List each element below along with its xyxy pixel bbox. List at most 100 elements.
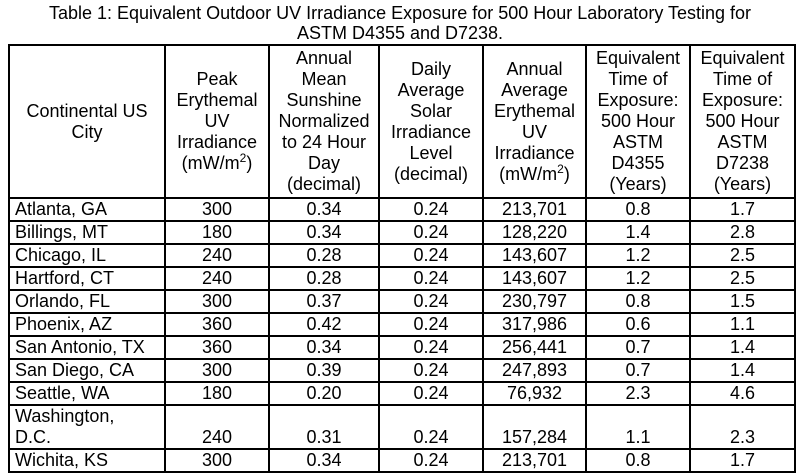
value-cell: 0.24 xyxy=(378,312,484,337)
value-cell: 1.5 xyxy=(689,289,796,314)
table-row: Hartford, CT 240 0.28 0.24 143,607 1.2 2.5 xyxy=(8,266,796,291)
city-cell: Wichita, KS xyxy=(8,448,166,473)
col-header-peak-uv-unit: (mW/m2) xyxy=(167,151,267,174)
value-cell: 0.34 xyxy=(268,197,380,222)
city-cell: Hartford, CT xyxy=(8,266,166,291)
value-cell: 0.24 xyxy=(378,335,484,360)
value-cell: 4.6 xyxy=(689,381,796,406)
value-cell: 0.6 xyxy=(585,312,691,337)
value-cell: 180 xyxy=(164,220,270,245)
value-cell: 247,893 xyxy=(482,358,587,383)
table-row: Phoenix, AZ 360 0.42 0.24 317,986 0.6 1.1 xyxy=(8,312,796,337)
value-cell: 180 xyxy=(164,381,270,406)
value-cell: 0.24 xyxy=(378,289,484,314)
table-row: Atlanta, GA 300 0.34 0.24 213,701 0.8 1.7 xyxy=(8,197,796,222)
value-cell: 240 xyxy=(164,243,270,268)
value-cell: 2.8 xyxy=(689,220,796,245)
table-row: Washington, D.C. 240 0.31 0.24 157,284 1.1 2.3 xyxy=(8,404,796,450)
col-header-annual-mean-sunshine: Annual Mean Sunshine Normalized to 24 Ho… xyxy=(268,44,380,199)
city-cell: Phoenix, AZ xyxy=(8,312,166,337)
caption-line-1: Table 1: Equivalent Outdoor UV Irradianc… xyxy=(48,3,752,23)
col-header-peak-erythemal-uv: Peak Erythemal UV Irradiance (mW/m2) xyxy=(164,44,270,199)
value-cell: 0.24 xyxy=(378,220,484,245)
table-body: Atlanta, GA 300 0.34 0.24 213,701 0.8 1.7 Billi… xyxy=(8,197,796,473)
city-cell: Atlanta, GA xyxy=(8,197,166,222)
value-cell: 230,797 xyxy=(482,289,587,314)
value-cell: 2.3 xyxy=(585,381,691,406)
value-cell: 300 xyxy=(164,289,270,314)
value-cell: 0.24 xyxy=(378,197,484,222)
value-cell: 300 xyxy=(164,197,270,222)
value-cell: 0.39 xyxy=(268,358,380,383)
city-cell: Washington, D.C. xyxy=(8,404,166,450)
unit-text: ) xyxy=(563,163,570,184)
value-cell: 157,284 xyxy=(482,404,587,450)
table-row: San Antonio, TX 360 0.34 0.24 256,441 0.7 1.4 xyxy=(8,335,796,360)
value-cell: 0.24 xyxy=(378,266,484,291)
table-row: Chicago, IL 240 0.28 0.24 143,607 1.2 2.5 xyxy=(8,243,796,268)
value-cell: 0.8 xyxy=(585,448,691,473)
value-cell: 317,986 xyxy=(482,312,587,337)
value-cell: 0.24 xyxy=(378,358,484,383)
value-cell: 128,220 xyxy=(482,220,587,245)
value-cell: 240 xyxy=(164,404,270,450)
col-header-solar-label: Daily Average Solar Irradiance Level (de… xyxy=(390,58,472,184)
unit-text: (mW/m xyxy=(499,163,558,184)
table-row: Billings, MT 180 0.34 0.24 128,220 1.4 2.8 xyxy=(8,220,796,245)
value-cell: 360 xyxy=(164,312,270,337)
col-header-annual-uv-unit: (mW/m2) xyxy=(485,163,584,185)
table-row: Seattle, WA 180 0.20 0.24 76,932 2.3 4.6 xyxy=(8,381,796,406)
value-cell: 143,607 xyxy=(482,243,587,268)
value-cell: 300 xyxy=(164,358,270,383)
value-cell: 0.24 xyxy=(378,448,484,473)
city-cell: Billings, MT xyxy=(8,220,166,245)
value-cell: 1.4 xyxy=(585,220,691,245)
col-header-annual-avg-erythemal-uv: Annual Average Erythemal UV Irradiance (… xyxy=(482,44,587,199)
value-cell: 0.34 xyxy=(268,220,380,245)
value-cell: 300 xyxy=(164,448,270,473)
unit-text: (mW/m xyxy=(181,153,240,173)
value-cell: 2.5 xyxy=(689,243,796,268)
value-cell: 1.4 xyxy=(689,358,796,383)
value-cell: 0.42 xyxy=(268,312,380,337)
value-cell: 0.7 xyxy=(585,358,691,383)
table-caption: Table 1: Equivalent Outdoor UV Irradianc… xyxy=(0,0,800,43)
col-header-exposure-d4355: Equivalent Time of Exposure: 500 Hour AS… xyxy=(585,44,691,199)
value-cell: 0.31 xyxy=(268,404,380,450)
col-header-annual-uv-label: Annual Average Erythemal UV Irradiance xyxy=(493,58,576,163)
col-header-city-label: Continental US City xyxy=(26,100,148,142)
value-cell: 213,701 xyxy=(482,448,587,473)
col-header-sunshine-label: Annual Mean Sunshine Normalized to 24 Ho… xyxy=(278,48,370,194)
value-cell: 1.1 xyxy=(689,312,796,337)
header-row: Continental US City Peak Erythemal UV Ir… xyxy=(8,44,796,199)
value-cell: 360 xyxy=(164,335,270,360)
value-cell: 2.3 xyxy=(689,404,796,450)
superscript-2: 2 xyxy=(239,151,247,165)
value-cell: 0.28 xyxy=(268,266,380,291)
table-row: Wichita, KS 300 0.34 0.24 213,701 0.8 1.7 xyxy=(8,448,796,473)
value-cell: 213,701 xyxy=(482,197,587,222)
city-cell: San Diego, CA xyxy=(8,358,166,383)
city-cell: Seattle, WA xyxy=(8,381,166,406)
value-cell: 1.2 xyxy=(585,243,691,268)
col-header-daily-avg-solar: Daily Average Solar Irradiance Level (de… xyxy=(378,44,484,199)
value-cell: 0.28 xyxy=(268,243,380,268)
city-cell: Orlando, FL xyxy=(8,289,166,314)
value-cell: 0.8 xyxy=(585,197,691,222)
value-cell: 0.7 xyxy=(585,335,691,360)
value-cell: 2.5 xyxy=(689,266,796,291)
uv-exposure-table: Continental US City Peak Erythemal UV Ir… xyxy=(8,44,796,473)
col-header-d7238-label: Equivalent Time of Exposure: 500 Hour AS… xyxy=(700,48,785,194)
value-cell: 1.4 xyxy=(689,335,796,360)
col-header-d4355-label: Equivalent Time of Exposure: 500 Hour AS… xyxy=(595,48,681,194)
city-cell: San Antonio, TX xyxy=(8,335,166,360)
value-cell: 1.1 xyxy=(585,404,691,450)
value-cell: 0.8 xyxy=(585,289,691,314)
value-cell: 0.24 xyxy=(378,381,484,406)
value-cell: 1.2 xyxy=(585,266,691,291)
value-cell: 0.34 xyxy=(268,335,380,360)
caption-line-2: ASTM D4355 and D7238. xyxy=(296,23,504,43)
value-cell: 256,441 xyxy=(482,335,587,360)
value-cell: 1.7 xyxy=(689,448,796,473)
